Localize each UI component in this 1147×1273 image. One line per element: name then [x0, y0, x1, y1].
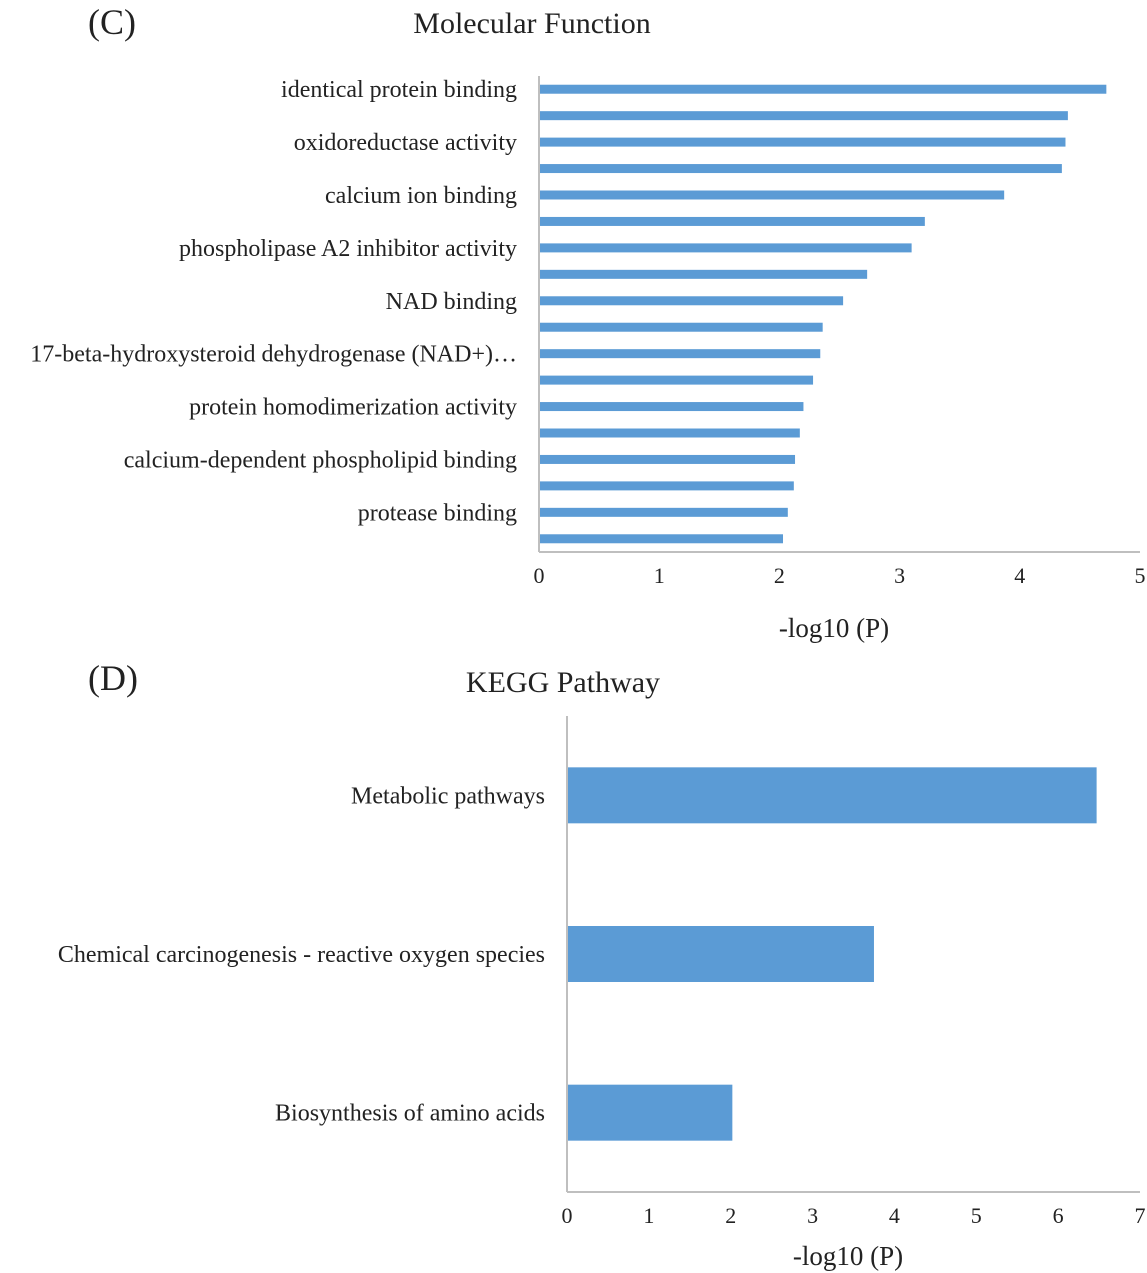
mf-x-tick-label: 2 — [774, 563, 785, 588]
mf-bar-15 — [539, 454, 796, 464]
mf-bar-7 — [539, 243, 912, 253]
mf-category-label: phospholipase A2 inhibitor activity — [179, 236, 517, 262]
kegg-category-label: Metabolic pathways — [351, 783, 545, 809]
mf-bar-16 — [539, 481, 794, 491]
mf-category-label: identical protein binding — [281, 77, 517, 103]
mf-bar-2 — [539, 111, 1068, 121]
mf-x-tick-label: 1 — [654, 563, 665, 588]
bar-series-kegg-pathway — [567, 767, 1097, 1141]
mf-category-label: 17-beta-hydroxysteroid dehydrogenase (NA… — [30, 342, 517, 368]
x-axis-title-kegg-pathway: -log10 (P) — [793, 1241, 903, 1271]
mf-bar-6 — [539, 216, 925, 226]
kegg-bar-3 — [567, 1084, 733, 1141]
chart-title-kegg-pathway: KEGG Pathway — [466, 666, 660, 699]
kegg-x-tick-label: 1 — [643, 1203, 654, 1228]
mf-category-label: protease binding — [358, 500, 517, 526]
mf-bar-1 — [539, 84, 1107, 94]
kegg-x-tick-label: 0 — [562, 1203, 573, 1228]
kegg-x-tick-label: 7 — [1135, 1203, 1146, 1228]
mf-x-tick-label: 5 — [1135, 563, 1146, 588]
mf-category-label: calcium ion binding — [325, 183, 517, 209]
mf-bar-13 — [539, 402, 804, 412]
kegg-bar-1 — [567, 767, 1097, 824]
mf-bar-5 — [539, 190, 1005, 200]
mf-bar-4 — [539, 164, 1062, 174]
chart-kegg-pathway: (D) KEGG Pathway Metabolic pathways Chemi… — [58, 658, 1146, 1271]
mf-bar-14 — [539, 428, 800, 438]
x-tick-labels-molecular-function: 0 1 2 3 4 5 — [534, 563, 1146, 588]
x-axis-title-molecular-function: -log10 (P) — [779, 613, 889, 643]
kegg-x-tick-label: 6 — [1053, 1203, 1064, 1228]
category-labels-molecular-function: identical protein binding oxidoreductase … — [30, 77, 517, 526]
mf-x-tick-label: 3 — [894, 563, 905, 588]
category-labels-kegg-pathway: Metabolic pathways Chemical carcinogenesi… — [58, 783, 545, 1126]
mf-bar-11 — [539, 349, 821, 359]
mf-bar-8 — [539, 269, 868, 279]
kegg-x-tick-label: 5 — [971, 1203, 982, 1228]
bar-series-molecular-function — [539, 84, 1107, 544]
mf-bar-17 — [539, 507, 788, 517]
kegg-x-tick-label: 2 — [725, 1203, 736, 1228]
x-tick-labels-kegg-pathway: 0 1 2 3 4 5 6 7 — [562, 1203, 1146, 1228]
chart-title-molecular-function: Molecular Function — [413, 7, 650, 40]
mf-category-label: NAD binding — [386, 289, 517, 315]
chart-molecular-function: (C) Molecular Function identical protein… — [30, 2, 1145, 643]
kegg-x-tick-label: 3 — [807, 1203, 818, 1228]
kegg-category-label: Chemical carcinogenesis - reactive oxyge… — [58, 942, 545, 968]
kegg-x-tick-label: 4 — [889, 1203, 900, 1228]
mf-category-label: oxidoreductase activity — [294, 130, 517, 156]
panel-label-d: (D) — [88, 658, 138, 698]
mf-bar-10 — [539, 322, 823, 332]
mf-category-label: calcium-dependent phospholipid binding — [124, 447, 517, 473]
panel-label-c: (C) — [88, 2, 136, 42]
kegg-bar-2 — [567, 926, 874, 982]
mf-category-label: protein homodimerization activity — [189, 395, 517, 421]
mf-x-tick-label: 0 — [534, 563, 545, 588]
kegg-category-label: Biosynthesis of amino acids — [275, 1101, 545, 1127]
mf-bar-3 — [539, 137, 1066, 147]
mf-bar-18 — [539, 534, 784, 544]
mf-x-tick-label: 4 — [1014, 563, 1025, 588]
mf-bar-12 — [539, 375, 814, 385]
mf-bar-9 — [539, 296, 844, 306]
